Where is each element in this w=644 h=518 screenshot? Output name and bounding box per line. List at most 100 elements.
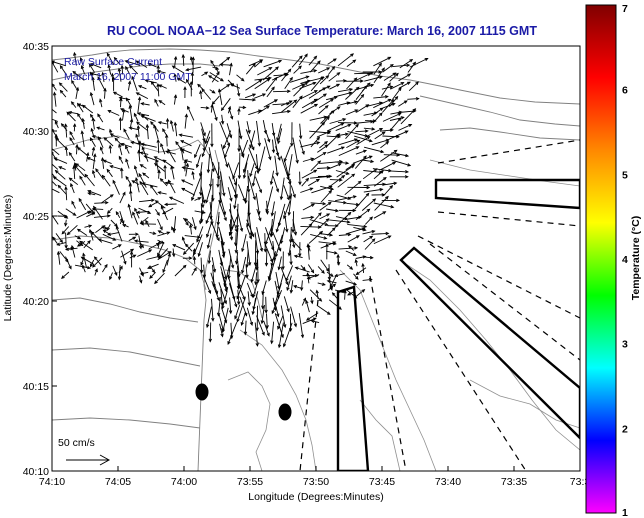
current-vector [165,182,174,185]
current-vector [263,241,273,262]
current-vector [184,114,188,129]
current-vector [106,224,111,231]
current-vector [258,146,266,172]
current-vector-head [197,83,201,88]
current-vector [249,163,255,177]
current-vector [69,131,75,141]
current-vector [292,219,297,235]
current-vector-head [132,236,137,240]
current-vector [309,60,321,73]
current-vector-head [310,300,314,305]
current-vector-head [208,75,212,79]
current-vector-head [52,176,57,180]
current-vector-head [70,101,75,105]
current-vector-head [154,280,158,285]
current-vector [211,224,220,241]
current-vector [326,250,337,254]
current-vector [355,259,358,267]
current-vector-head [120,167,124,172]
current-vector [125,66,130,74]
current-vector-head [97,76,101,81]
current-vector-head [68,151,73,156]
current-vector-head [262,93,267,97]
current-vector-head [270,340,274,345]
current-vector-head [220,107,225,112]
current-vector [348,245,355,251]
current-vector [118,266,123,273]
current-vector-head [179,146,184,151]
current-vector [112,180,120,195]
current-vector [273,90,290,93]
current-vector-head [66,231,71,236]
current-vector-head [201,88,205,93]
current-vector [100,147,104,155]
current-vector-head [182,251,187,255]
current-vector [109,272,113,280]
current-vector-head [424,57,429,62]
current-vector-head [145,123,150,128]
x-tick-label: 73:45 [369,476,395,488]
current-vector-head [406,81,411,85]
current-vector-head [336,72,341,76]
current-vector-head [76,228,81,233]
current-vector-head [242,174,247,180]
current-vector-head [156,64,160,69]
current-vector-head [153,124,157,129]
current-vector [288,243,292,256]
current-vector [327,280,337,284]
current-vector-head [315,289,319,294]
current-vector-head [331,227,336,231]
current-vector [239,98,256,101]
current-vector-head [119,217,123,222]
current-vector-head [332,241,337,245]
current-vector [355,289,365,298]
current-vector-head [293,99,298,103]
current-vector [346,264,353,270]
corridors [336,178,580,471]
current-vector [266,313,268,329]
current-vector [138,150,141,162]
current-vector [346,59,356,67]
current-vector-head [113,56,118,61]
current-vector-head [355,146,360,150]
current-vector-head [214,117,218,122]
current-vector-head [173,94,178,99]
current-vector [236,209,243,232]
current-vector [245,264,248,278]
current-vector [136,92,149,100]
current-vector-head [366,82,371,87]
current-vector-head [61,275,65,279]
current-vector [118,68,122,82]
current-vector-head [349,87,354,92]
current-vector [211,298,214,321]
current-vector-head [265,211,270,215]
current-vector-head [234,228,238,233]
current-vector [192,171,195,180]
current-vector-head [195,164,200,169]
current-vector [95,168,104,180]
current-vector [205,209,213,224]
current-vector-head [108,144,112,149]
current-vector [408,81,419,92]
current-vector-head [232,175,236,180]
current-vector-head [383,176,387,181]
current-vector [175,141,185,154]
current-vector [310,137,320,148]
current-vector [283,211,288,232]
current-vector [301,216,314,219]
current-vector [221,98,231,111]
current-vector-head [117,276,122,281]
current-vector-head [279,196,284,201]
current-vector [139,199,155,203]
current-vector [220,241,225,258]
current-vector-head [148,249,153,253]
current-vector-head [180,140,184,144]
current-vector-head [48,145,51,148]
current-vector-head [336,133,341,137]
current-vector-head [101,225,106,229]
current-vector [95,225,105,233]
current-vector [337,53,354,67]
current-vector-head [294,266,299,270]
current-vector [65,256,72,269]
current-vector-head [349,266,354,270]
